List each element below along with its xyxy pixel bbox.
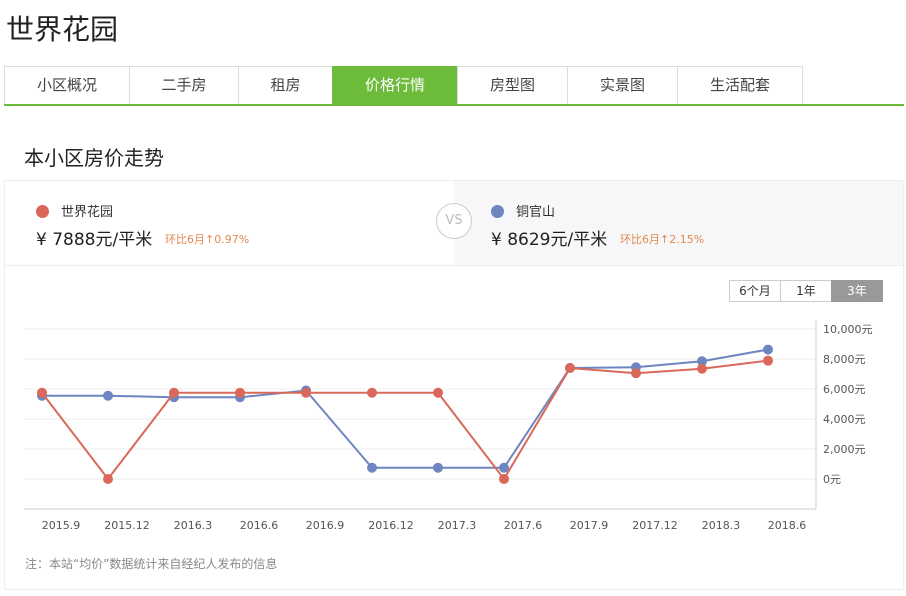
community-b-change: 环比6月↑2.15% [620,233,705,246]
series-line [41,359,769,481]
data-point [433,387,443,398]
data-point [37,387,47,398]
series-line [42,348,769,469]
data-point [169,387,179,398]
data-point [235,387,245,398]
x-tick-label: 2017.3 [438,519,477,532]
legend-dot-b [491,205,504,218]
data-point [697,363,707,374]
community-a-price: ¥ 7888元/平米 [36,230,153,250]
y-tick-label: 0元 [823,473,841,486]
x-tick-label: 2017.9 [570,519,609,532]
y-tick-label: 2,000元 [823,443,866,456]
vs-badge: VS [436,203,472,239]
tab-amenities[interactable]: 生活配套 [677,66,803,104]
footnote: 注：本站“均价”数据统计来自经纪人发布的信息 [25,557,278,571]
range-selector: 6个月 1年 3年 [729,280,883,302]
data-point [565,363,575,373]
tab-bar: 小区概况 二手房 租房 价格行情 房型图 实景图 生活配套 [4,66,904,106]
community-a-change: 环比6月↑0.97% [165,233,250,246]
x-tick-label: 2018.3 [702,519,741,532]
tab-price[interactable]: 价格行情 [332,66,458,104]
page-title: 世界花园 [6,13,119,46]
x-tick-label: 2015.12 [104,519,150,532]
data-point [499,462,509,473]
data-point [631,368,641,379]
y-tick-label: 6,000元 [823,383,866,396]
x-tick-label: 2017.6 [504,519,543,532]
range-1y[interactable]: 1年 [780,280,832,302]
section-title: 本小区房价走势 [24,146,164,170]
community-b-price: ¥ 8629元/平米 [491,230,608,250]
range-6m[interactable]: 6个月 [729,280,781,302]
x-tick-label: 2016.9 [306,519,345,532]
data-point [763,355,773,366]
community-b: 铜官山 ¥ 8629元/平米 环比6月↑2.15% [454,181,903,266]
y-tick-label: 4,000元 [823,413,866,426]
data-point [367,462,377,473]
data-point [103,390,113,401]
x-tick-label: 2017.12 [632,519,678,532]
x-tick-label: 2018.6 [768,519,807,532]
community-a-name: 世界花园 [61,205,114,220]
data-point [103,474,113,484]
data-point [301,387,311,398]
legend-dot-a [36,205,49,218]
x-tick-label: 2016.12 [368,519,414,532]
data-point [697,356,707,367]
x-tick-label: 2016.6 [240,519,279,532]
community-a: 世界花园 ¥ 7888元/平米 环比6月↑0.97% [5,181,454,266]
y-tick-label: 10,000元 [823,323,873,336]
x-tick-label: 2015.9 [42,519,81,532]
data-point [763,344,773,355]
range-3y[interactable]: 3年 [831,280,883,302]
y-tick-label: 8,000元 [823,353,866,366]
community-b-name: 铜官山 [516,205,556,220]
price-panel: 世界花园 ¥ 7888元/平米 环比6月↑0.97% VS 铜官山 ¥ 8629… [4,180,904,590]
data-point [433,462,443,473]
data-point [367,387,377,398]
data-point [499,474,509,484]
x-tick-label: 2016.3 [174,519,213,532]
